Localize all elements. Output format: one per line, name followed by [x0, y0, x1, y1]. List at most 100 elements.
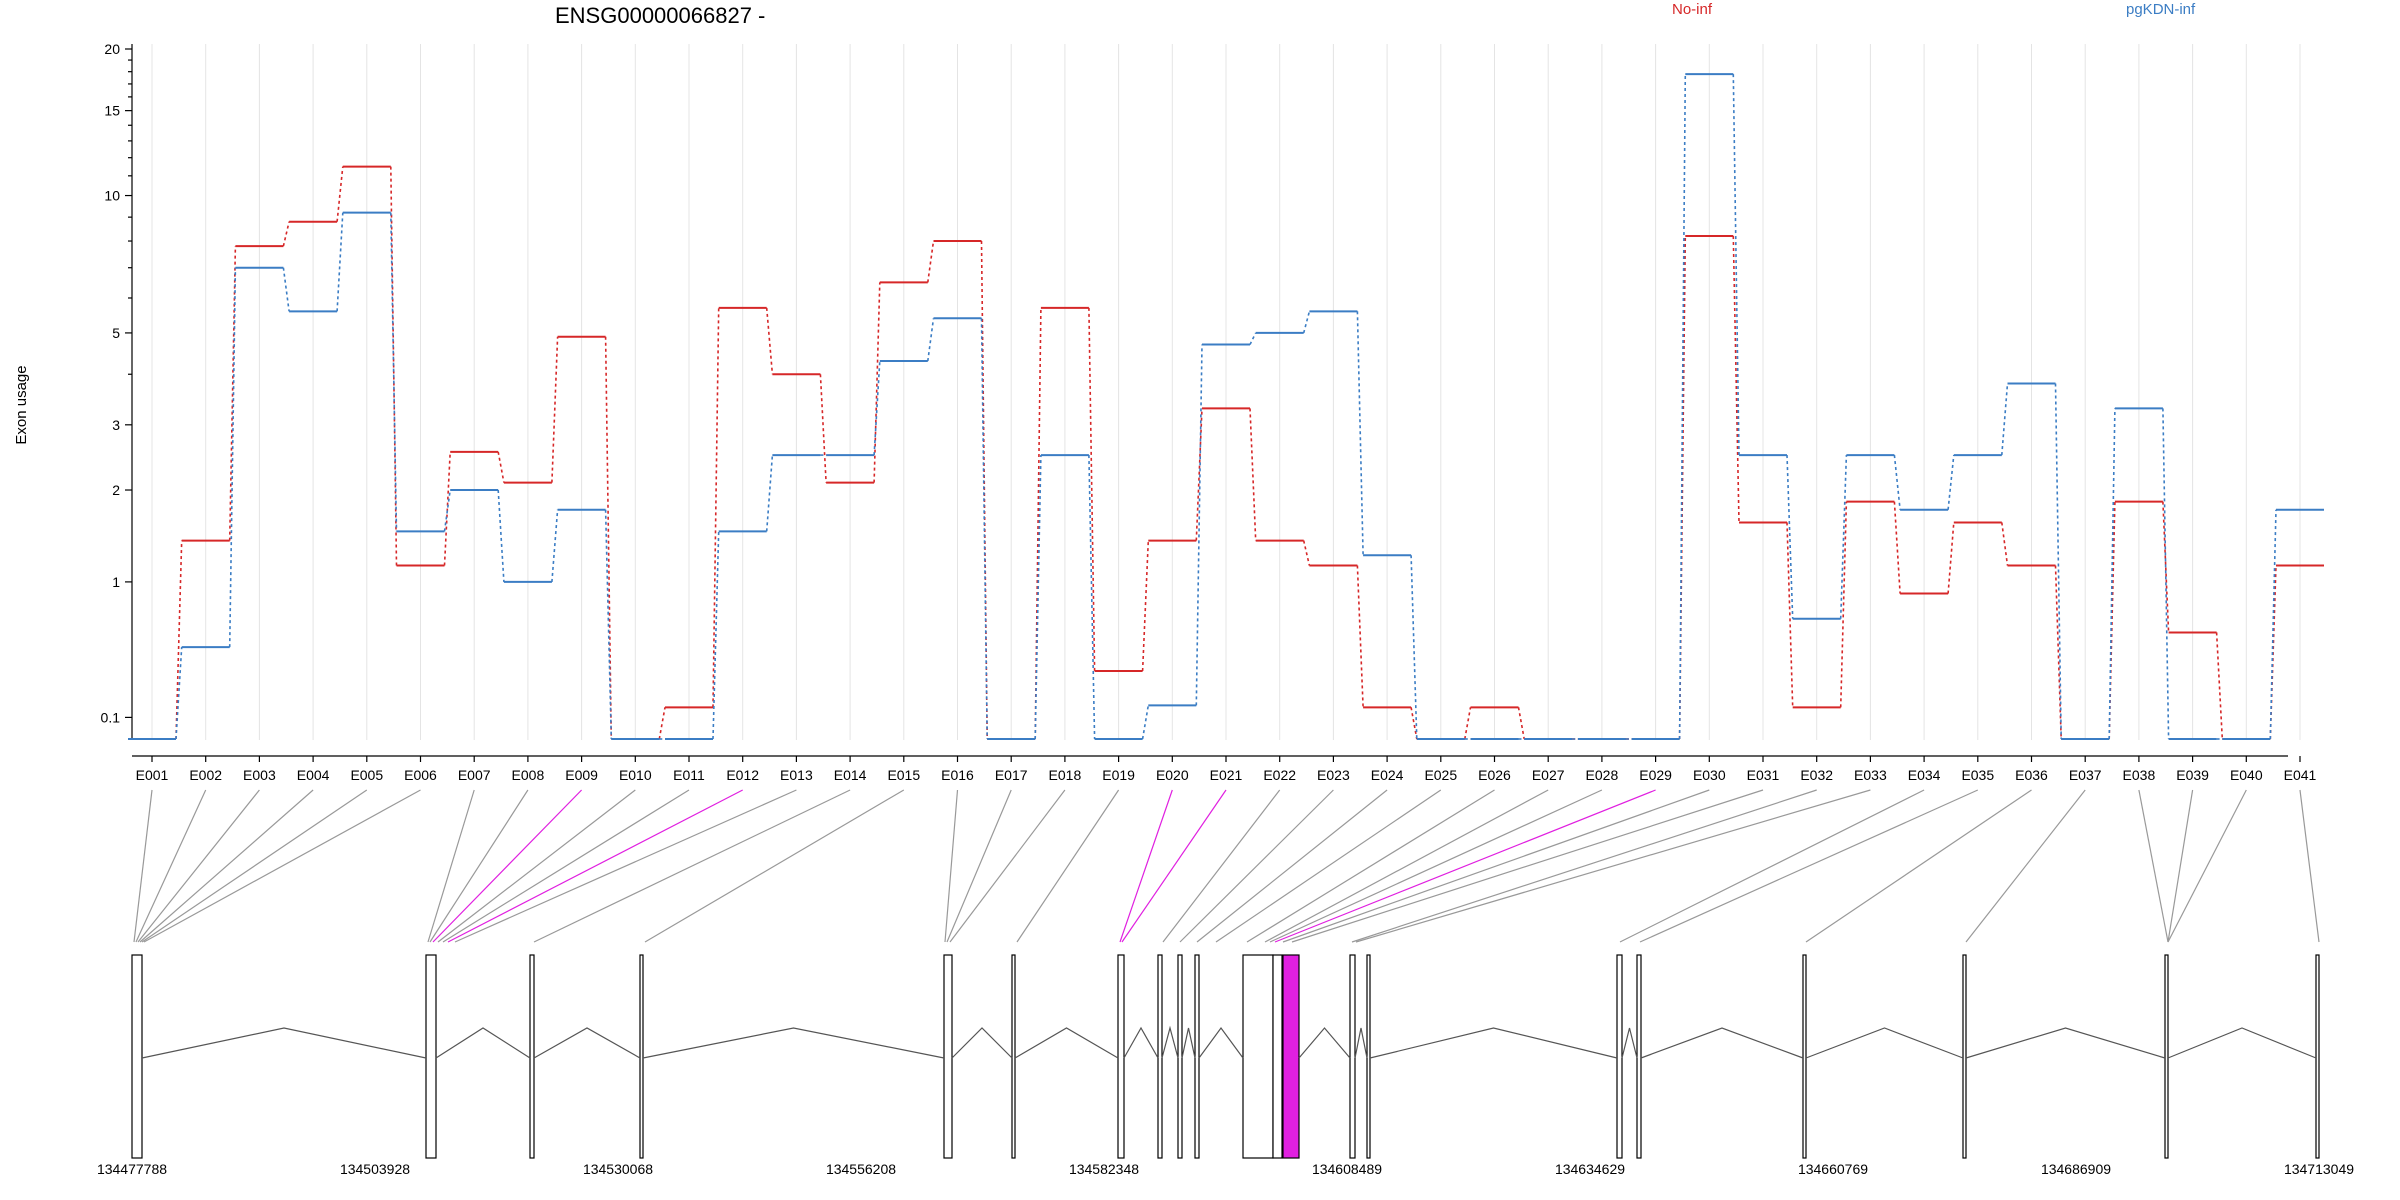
- intron: [1298, 1027, 1351, 1059]
- transition: [1410, 555, 1418, 740]
- exon-block: [1802, 954, 1807, 1159]
- exon-label-e006: E006: [404, 767, 437, 783]
- x-ticks: E001 E002 E003 E004 E005 E006 E007 E008 E009 E010…: [136, 756, 2317, 783]
- exon-label-e001: E001: [136, 767, 169, 783]
- exon-block: [943, 954, 953, 1159]
- exon-label-e021: E021: [1210, 767, 1243, 783]
- connector-e036: [1805, 789, 2032, 943]
- connector-e004: [139, 789, 314, 943]
- exon-label-e002: E002: [189, 767, 222, 783]
- transition: [980, 318, 988, 740]
- transition: [980, 241, 988, 740]
- transition: [927, 318, 935, 362]
- exon-block: [1272, 954, 1283, 1159]
- transition: [282, 267, 290, 312]
- connector-e020: [1119, 789, 1173, 943]
- exon-label-e039: E039: [2176, 767, 2209, 783]
- exon-label-e003: E003: [243, 767, 276, 783]
- transition: [1410, 707, 1418, 740]
- genomic-tick-label: 134686909: [2041, 1161, 2111, 1177]
- exon-label-e032: E032: [1800, 767, 1833, 783]
- transition: [765, 455, 774, 532]
- y-tick-label: 3: [112, 417, 120, 433]
- transition: [497, 489, 505, 582]
- connector-e039: [2167, 789, 2194, 943]
- y-tick-label: 0.1: [101, 709, 121, 725]
- exon-label-e037: E037: [2069, 767, 2102, 783]
- transition: [1678, 236, 1687, 740]
- exon-label-e018: E018: [1049, 767, 1082, 783]
- y-tick-label: 1: [112, 574, 120, 590]
- connector-e033: [1355, 789, 1871, 943]
- connector-e012: [447, 789, 743, 943]
- transition: [551, 336, 559, 483]
- transition: [1356, 311, 1364, 556]
- intron: [1805, 1027, 1964, 1059]
- transition: [497, 451, 505, 483]
- connector-e007: [427, 789, 475, 943]
- connector-e031: [1291, 789, 1764, 943]
- transition: [1141, 705, 1150, 740]
- transition: [1464, 707, 1472, 740]
- intron: [1965, 1027, 2166, 1059]
- exon-label-e028: E028: [1586, 767, 1619, 783]
- intron: [1369, 1027, 1618, 1059]
- transition: [1088, 307, 1096, 671]
- transition: [765, 307, 774, 375]
- exon-label-e027: E027: [1532, 767, 1565, 783]
- connector-e026: [1246, 789, 1495, 943]
- transition: [1839, 501, 1848, 708]
- connector-e019: [1016, 789, 1120, 943]
- intron: [1354, 1027, 1368, 1059]
- exon-label-e005: E005: [350, 767, 383, 783]
- transition: [927, 240, 935, 283]
- exon-label-e040: E040: [2230, 767, 2263, 783]
- exon-label-e015: E015: [887, 767, 920, 783]
- transition: [2108, 501, 2116, 740]
- exon-block: [529, 954, 535, 1159]
- transition: [1141, 540, 1150, 672]
- transition: [712, 307, 720, 708]
- connector-e024: [1196, 789, 1388, 943]
- intron: [1198, 1026, 1244, 1059]
- intron: [951, 1027, 1013, 1059]
- transition: [1034, 455, 1042, 740]
- genomic-tick-label: 134608489: [1312, 1161, 1382, 1177]
- y-ticks: 0.1 1 2 3 5 10 15 20: [101, 41, 132, 725]
- intron: [1014, 1027, 1119, 1059]
- connector-e037: [1965, 789, 2086, 943]
- exon-block: [1366, 954, 1371, 1159]
- y-tick-label: 15: [104, 103, 120, 119]
- transition: [1302, 540, 1311, 566]
- transition: [228, 246, 237, 541]
- connector-e023: [1179, 789, 1334, 943]
- connector-e010: [437, 789, 636, 943]
- transition: [604, 336, 613, 740]
- genomic-tick-label: 134660769: [1798, 1161, 1868, 1177]
- genomic-tick-label: 134713049: [2284, 1161, 2354, 1177]
- exon-label-e012: E012: [726, 767, 759, 783]
- gene-model: [131, 954, 2320, 1159]
- exon-label-e023: E023: [1317, 767, 1350, 783]
- exon-label-e036: E036: [2015, 767, 2048, 783]
- transition: [604, 509, 613, 740]
- transition: [2001, 383, 2009, 456]
- transition: [1947, 454, 1955, 510]
- y-axis-label: Exon usage: [13, 365, 30, 444]
- exon-label-e030: E030: [1693, 767, 1726, 783]
- exon-block: [1282, 954, 1300, 1159]
- intron: [1621, 1027, 1638, 1059]
- connector-e017: [946, 789, 1012, 943]
- transition: [1678, 74, 1687, 740]
- intron: [1181, 1027, 1196, 1059]
- connector-e016: [944, 789, 959, 943]
- exon-block: [1177, 954, 1183, 1159]
- connector-e008: [429, 789, 529, 943]
- exon-label-e025: E025: [1424, 767, 1457, 783]
- intron: [1161, 1025, 1179, 1059]
- transition: [551, 509, 559, 582]
- y-tick-label: 20: [104, 41, 120, 57]
- connector-e032: [1351, 789, 1817, 943]
- connector-e038: [2138, 789, 2169, 943]
